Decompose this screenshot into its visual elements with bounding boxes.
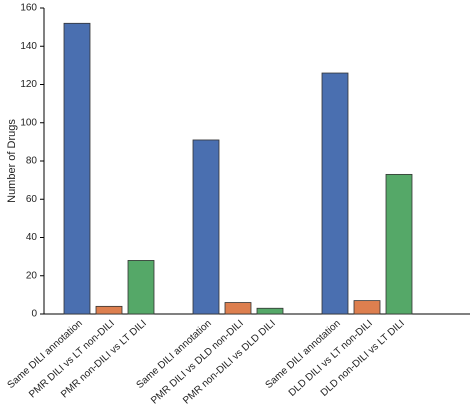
- bar: [256, 307, 284, 315]
- y-tick-label: 120: [20, 79, 37, 90]
- y-tick-label: 80: [26, 156, 38, 167]
- bar: [192, 139, 220, 315]
- y-tick-label: 160: [20, 3, 37, 14]
- y-tick-label: 40: [26, 232, 38, 243]
- bar: [385, 173, 413, 315]
- y-axis-label: Number of Drugs: [6, 119, 18, 203]
- bar: [63, 22, 91, 315]
- bar: [353, 300, 381, 315]
- y-tick-label: 60: [26, 194, 38, 205]
- bar: [95, 305, 123, 315]
- bar: [321, 72, 349, 315]
- y-tick-label: 140: [20, 41, 37, 52]
- bar: [127, 260, 155, 315]
- y-tick-label: 100: [20, 117, 37, 128]
- y-tick-label: 0: [31, 309, 37, 320]
- y-tick-label: 20: [26, 270, 38, 281]
- bar: [224, 302, 252, 315]
